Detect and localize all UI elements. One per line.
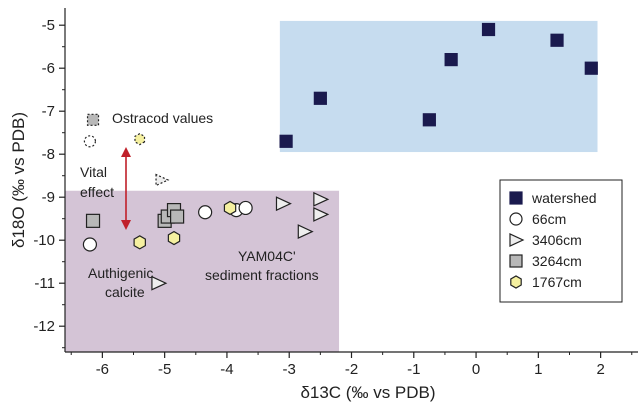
authigenic-label-line1: Authigenic xyxy=(88,265,153,281)
x-tick-label: -4 xyxy=(220,361,233,378)
y-tick-label: -7 xyxy=(42,103,55,120)
x-axis-title: δ13C (‰ vs PDB) xyxy=(300,383,435,402)
point-66cm xyxy=(198,205,213,220)
y-tick-label: -11 xyxy=(34,275,55,292)
y-tick-label: -10 xyxy=(33,232,55,249)
vital-effect-label-line1: Vital xyxy=(80,164,107,180)
legend-marker-3406cm xyxy=(509,233,525,247)
x-tick-label: 0 xyxy=(472,361,480,378)
x-tick-label: -5 xyxy=(158,361,171,378)
legend-label-watershed: watershed xyxy=(531,190,597,206)
vital-effect-label-line2: effect xyxy=(80,184,114,200)
legend-label-66cm: 66cm xyxy=(532,211,566,227)
point-66cm xyxy=(238,200,253,216)
ostracod-point-triangle xyxy=(155,173,170,187)
legend-label-1767cm: 1767cm xyxy=(532,274,582,290)
point-watershed xyxy=(422,113,436,127)
ostracod-point-circle xyxy=(83,135,97,148)
point-watershed xyxy=(550,33,564,47)
y-tick-label: -12 xyxy=(33,318,55,335)
legend-marker-66cm xyxy=(509,212,523,226)
point-watershed xyxy=(584,61,598,75)
y-tick-label: -6 xyxy=(42,60,55,77)
watershed-region xyxy=(279,20,598,153)
point-watershed xyxy=(313,91,327,105)
ostracod-label: Ostracod values xyxy=(112,110,213,126)
point-3406cm xyxy=(313,206,330,222)
ostracod-point-square xyxy=(86,113,100,126)
x-tick-label: -2 xyxy=(345,361,358,378)
ostracod-point-hexagon xyxy=(134,132,146,146)
legend-marker-watershed xyxy=(509,191,523,205)
point-3406cm xyxy=(151,275,168,291)
x-tick-label: -1 xyxy=(407,361,420,378)
x-tick-label: -3 xyxy=(283,361,296,378)
y-axis-title: δ18O (‰ vs PDB) xyxy=(9,112,28,248)
vital-effect-arrow xyxy=(121,147,131,230)
point-3264cm xyxy=(170,209,185,224)
data-points xyxy=(82,22,598,291)
legend: watershed 66cm 3406cm 3264cm 1767cm xyxy=(499,179,623,303)
point-watershed xyxy=(481,22,496,37)
annotations: Ostracod values Vital effect Authigenic … xyxy=(80,110,319,300)
point-3264cm xyxy=(85,213,101,228)
point-1767cm xyxy=(223,200,237,216)
authigenic-label-line2: calcite xyxy=(105,284,145,300)
y-tick-label: -9 xyxy=(42,189,55,206)
point-1767cm xyxy=(167,230,181,246)
yam-label-line2: sediment fractions xyxy=(205,267,319,283)
point-3406cm xyxy=(313,191,330,207)
legend-label-3406cm: 3406cm xyxy=(532,232,582,248)
x-tick-label: 1 xyxy=(534,361,542,378)
point-3406cm xyxy=(275,196,292,212)
legend-marker-1767cm xyxy=(510,275,522,289)
yam-label-line1: YAM04C' xyxy=(238,248,296,264)
legend-marker-3264cm xyxy=(509,254,523,268)
y-axis-title-group: δ18O (‰ vs PDB) xyxy=(9,112,28,248)
point-watershed xyxy=(279,134,293,148)
y-tick-label: -8 xyxy=(42,146,55,163)
x-tick-label: 2 xyxy=(596,361,604,378)
point-1767cm xyxy=(133,235,146,250)
legend-label-3264cm: 3264cm xyxy=(532,253,582,269)
point-66cm xyxy=(82,237,98,252)
y-tick-label: -5 xyxy=(42,17,55,34)
point-3406cm xyxy=(297,224,314,240)
x-tick-label: -6 xyxy=(96,361,109,378)
point-watershed xyxy=(444,52,458,67)
